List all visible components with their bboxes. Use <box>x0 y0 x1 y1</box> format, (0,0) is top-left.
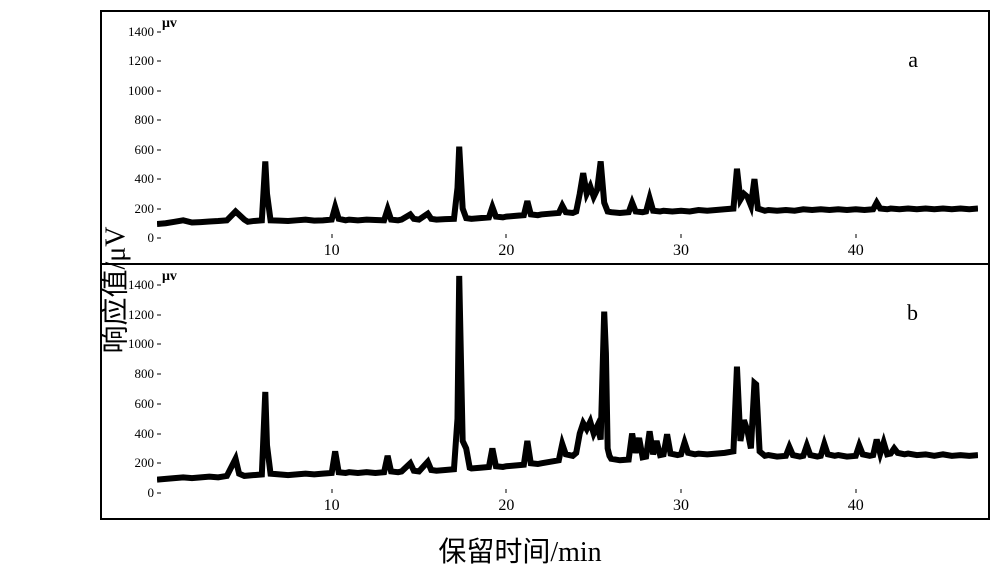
ytick-label: 1200 <box>128 53 154 69</box>
panel-a-trace <box>157 17 978 238</box>
panel-b-trace <box>157 270 978 493</box>
ytick-label: 1400 <box>128 24 154 40</box>
ytick-label: 1200 <box>128 307 154 323</box>
figure: 响应值/μV 保留时间/min μv a 0200400600800100012… <box>50 10 990 570</box>
ytick-label: 400 <box>135 171 155 187</box>
panel-a: μv a 020040060080010001200140010203040 <box>102 12 988 265</box>
xtick-label: 10 <box>324 242 340 260</box>
ytick-label: 600 <box>135 396 155 412</box>
ytick-label: 800 <box>135 112 155 128</box>
ytick-label: 0 <box>148 485 155 501</box>
xtick-label: 20 <box>498 242 514 260</box>
ytick-label: 0 <box>148 230 155 246</box>
ytick-label: 200 <box>135 455 155 471</box>
xtick-label: 20 <box>498 497 514 515</box>
xtick-label: 10 <box>324 497 340 515</box>
ytick-label: 600 <box>135 142 155 158</box>
xtick-label: 40 <box>848 242 864 260</box>
panel-b-plot <box>157 270 978 493</box>
panels: μv a 020040060080010001200140010203040 μ… <box>100 10 990 520</box>
x-axis-label: 保留时间/min <box>438 530 601 570</box>
ytick-label: 400 <box>135 426 155 442</box>
xtick-label: 30 <box>673 242 689 260</box>
panel-a-plot <box>157 17 978 238</box>
xtick-label: 40 <box>848 497 864 515</box>
ytick-label: 1400 <box>128 277 154 293</box>
ytick-label: 1000 <box>128 83 154 99</box>
xtick-label: 30 <box>673 497 689 515</box>
ytick-label: 200 <box>135 201 155 217</box>
panel-b: μv b 020040060080010001200140010203040 <box>102 265 988 518</box>
ytick-label: 800 <box>135 366 155 382</box>
ytick-label: 1000 <box>128 336 154 352</box>
